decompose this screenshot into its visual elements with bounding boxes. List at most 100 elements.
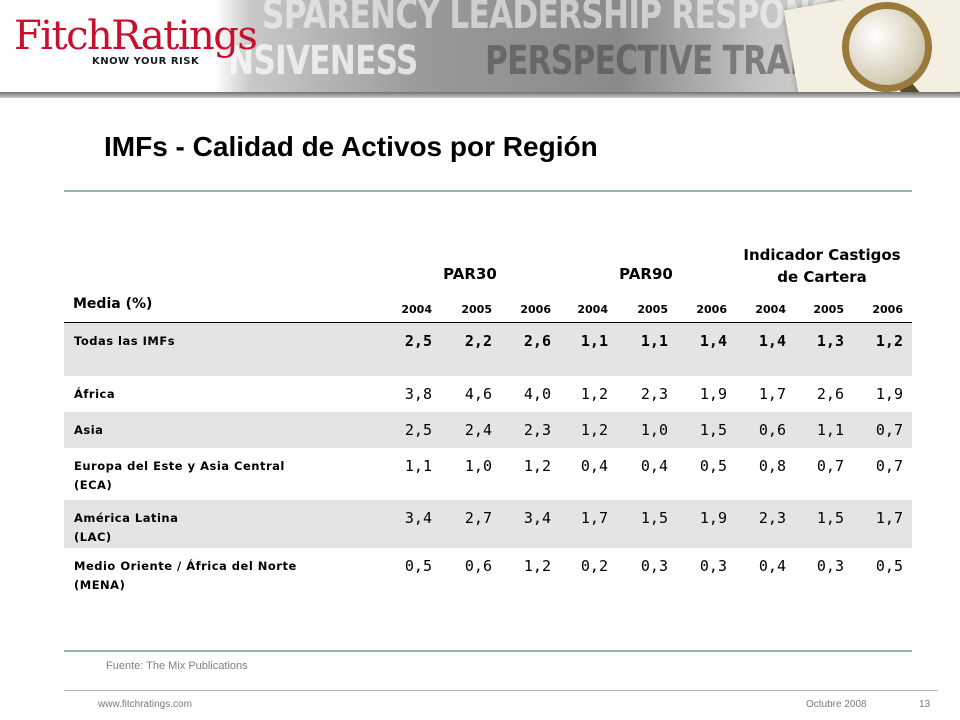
magnifying-glass-icon [842, 2, 932, 92]
logo-text: FitchRatings [14, 13, 258, 59]
year-header: 2005 [461, 303, 492, 316]
logo-tagline: KNOW YOUR RISK [92, 56, 200, 67]
table-cell: 0,4 [640, 457, 668, 475]
table-row: Asia 2,5 2,4 2,3 1,2 1,0 1,5 0,6 1,1 0,7 [64, 412, 912, 448]
table-cell: 1,1 [640, 332, 668, 350]
table-cell: 2,5 [404, 421, 432, 439]
table-cell: 3,4 [404, 509, 432, 527]
row-label-line: Todas las IMFs [74, 334, 176, 348]
table-row: Todas las IMFs 2,5 2,2 2,6 1,1 1,1 1,4 1,4 1,3 1,… [64, 323, 912, 376]
page-number: 13 [919, 699, 931, 710]
table-cell: 0,3 [699, 557, 727, 575]
table-cell: 0,5 [699, 457, 727, 475]
table-cell: 0,3 [816, 557, 844, 575]
table-cell: 1,4 [758, 332, 786, 350]
table-cell: 1,1 [580, 332, 608, 350]
table-row: África 3,8 4,6 4,0 1,2 2,3 1,9 1,7 2,6 1,9 [64, 376, 912, 412]
table-cell: 1,2 [580, 421, 608, 439]
table-cell: 2,4 [464, 421, 492, 439]
group-header-castigos-line1: Indicador Castigos [743, 246, 901, 264]
header-banner: SPARENCY LEADERSHIP RESPONSIVENESS NSIVE… [0, 0, 960, 96]
source-note: Fuente: The Mix Publications [106, 660, 248, 672]
row-label-line: América Latina [74, 511, 179, 525]
table-cell: 1,5 [640, 509, 668, 527]
year-header: 2005 [813, 303, 844, 316]
table-cell: 1,3 [816, 332, 844, 350]
table-cell: 3,4 [523, 509, 551, 527]
table-cell: 0,7 [875, 421, 903, 439]
table-bottom-divider [64, 650, 912, 652]
table-cell: 1,0 [640, 421, 668, 439]
year-header-row: 2004 2005 2006 2004 2005 2006 2004 2005 2006 [0, 303, 960, 319]
table-cell: 2,5 [404, 332, 432, 350]
year-header: 2004 [401, 303, 432, 316]
table-cell: 1,7 [875, 509, 903, 527]
table-cell: 1,5 [816, 509, 844, 527]
table-row: América Latina (LAC) 3,4 2,7 3,4 1,7 1,5 1,9 2,3… [64, 500, 912, 548]
table-cell: 0,2 [580, 557, 608, 575]
footer-url: www.fitchratings.com [98, 699, 192, 710]
table-cell: 1,4 [699, 332, 727, 350]
footer-date: Octubre 2008 [806, 699, 867, 710]
table-cell: 1,2 [523, 557, 551, 575]
row-label-line: Medio Oriente / África del Norte [74, 559, 297, 573]
table-cell: 1,2 [523, 457, 551, 475]
banner-shadow [0, 92, 960, 98]
year-header: 2004 [755, 303, 786, 316]
table-cell: 2,7 [464, 509, 492, 527]
row-label-line: Europa del Este y Asia Central [74, 459, 285, 473]
group-header-par90: PAR90 [619, 265, 673, 283]
table-cell: 0,5 [404, 557, 432, 575]
table-cell: 0,6 [464, 557, 492, 575]
table-cell: 0,6 [758, 421, 786, 439]
footer-divider [64, 690, 938, 691]
row-label-line: Asia [74, 423, 104, 437]
table-cell: 1,7 [580, 509, 608, 527]
year-header: 2006 [520, 303, 551, 316]
row-label: Medio Oriente / África del Norte (MENA) [74, 557, 334, 595]
row-label: Asia [74, 421, 334, 440]
table-cell: 1,2 [875, 332, 903, 350]
table-cell: 2,3 [640, 385, 668, 403]
table-cell: 2,2 [464, 332, 492, 350]
table-cell: 2,6 [523, 332, 551, 350]
row-label-line: (MENA) [74, 578, 126, 592]
row-header-label: Media (%) [73, 296, 153, 312]
row-label-line: (ECA) [74, 478, 113, 492]
table-cell: 0,5 [875, 557, 903, 575]
group-header-par30: PAR30 [443, 265, 497, 283]
table-cell: 2,3 [758, 509, 786, 527]
banner-word-2: NSIVENESS [228, 38, 418, 84]
table-cell: 1,2 [580, 385, 608, 403]
row-label: Todas las IMFs [74, 332, 334, 351]
header-divider [64, 322, 912, 323]
row-label: África [74, 385, 334, 404]
group-header-castigos-line2: de Cartera [777, 268, 867, 286]
year-header: 2006 [872, 303, 903, 316]
row-label-line: África [74, 387, 116, 401]
table-cell: 0,7 [875, 457, 903, 475]
fitch-logo: FitchRatings KNOW YOUR RISK [14, 13, 258, 67]
table-row: Europa del Este y Asia Central (ECA) 1,1 1,… [64, 448, 912, 500]
table-cell: 1,0 [464, 457, 492, 475]
table-cell: 2,6 [816, 385, 844, 403]
year-header: 2006 [696, 303, 727, 316]
table-cell: 4,6 [464, 385, 492, 403]
table-cell: 1,9 [699, 385, 727, 403]
row-label: Europa del Este y Asia Central (ECA) [74, 457, 334, 495]
page-title: IMFs - Calidad de Activos por Región [104, 131, 598, 162]
table-cell: 4,0 [523, 385, 551, 403]
table-cell: 0,4 [580, 457, 608, 475]
table-cell: 3,8 [404, 385, 432, 403]
table-cell: 0,8 [758, 457, 786, 475]
year-header: 2004 [577, 303, 608, 316]
table-cell: 0,7 [816, 457, 844, 475]
row-label-line: (LAC) [74, 530, 112, 544]
group-header-castigos: Indicador Castigos de Cartera [736, 244, 908, 288]
table-cell: 1,5 [699, 421, 727, 439]
table-cell: 1,9 [875, 385, 903, 403]
title-divider [64, 190, 912, 192]
row-label: América Latina (LAC) [74, 509, 334, 547]
table-row: Medio Oriente / África del Norte (MENA) 0,… [64, 548, 912, 598]
year-header: 2005 [637, 303, 668, 316]
